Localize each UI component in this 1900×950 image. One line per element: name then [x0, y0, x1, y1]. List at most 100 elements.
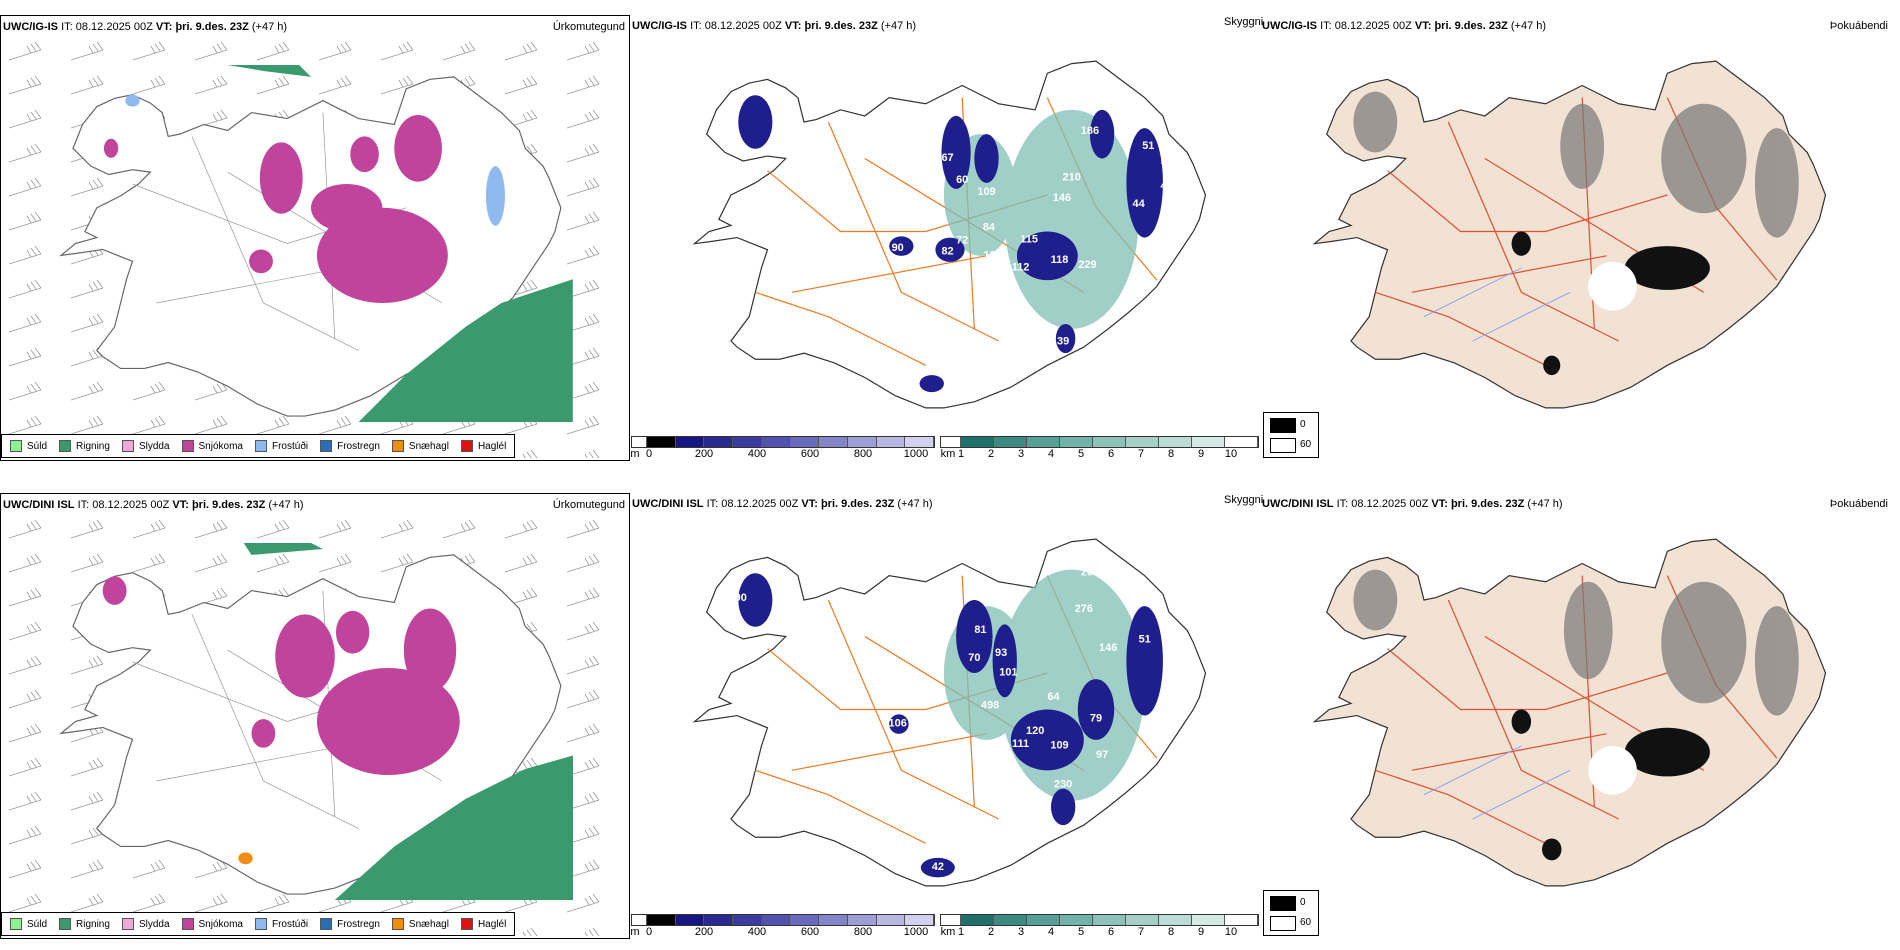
unit-label: m: [630, 926, 640, 938]
panel-header: UWC/DINI ISL IT: 08.12.2025 00Z VT: þri.…: [3, 499, 304, 511]
vt-label: VT:: [172, 499, 189, 511]
panel-title-visibility: Skyggni: [1224, 494, 1264, 506]
tick: 1: [957, 448, 965, 460]
visibility-colorbar-km: [940, 436, 1259, 448]
visibility-value: 498: [981, 699, 999, 711]
it-value: 08.12.2025 00Z: [92, 499, 170, 511]
tick: 8: [1167, 448, 1175, 460]
visibility-value: 48: [1160, 180, 1172, 192]
tick: 1: [957, 926, 965, 938]
visibility-value: 112: [1012, 261, 1030, 273]
panel-header: UWC/IG-IS IT: 08.12.2025 00Z VT: þri. 9.…: [1262, 20, 1546, 32]
tick: 600: [800, 448, 820, 460]
visibility-value: 70: [968, 652, 980, 664]
precip-type-map[interactable]: [1, 516, 629, 936]
it-value: 08.12.2025 00Z: [721, 498, 799, 510]
legend-label: Slydda: [138, 918, 170, 930]
tick: 4: [1047, 926, 1055, 938]
snow-area: [103, 114, 448, 303]
legend-label: Rigning: [76, 440, 110, 452]
fog-legend-high: 60: [1300, 917, 1312, 928]
visibility-value: 63: [1160, 618, 1172, 630]
visibility-value: 79: [1090, 713, 1102, 725]
visibility-value: 106: [889, 718, 907, 730]
it-label: IT:: [706, 498, 719, 510]
tick: 7: [1137, 926, 1145, 938]
visibility-value: 101: [999, 666, 1017, 678]
visibility-value: 51: [1139, 634, 1151, 646]
tick: 5: [1077, 448, 1085, 460]
legend-item-frostregn: Frostregn: [320, 440, 380, 452]
vt-value: þri. 9.des. 23Z: [1450, 498, 1525, 510]
lead-time: (+47 h): [1510, 20, 1547, 32]
legend-label: Frostregn: [337, 918, 380, 930]
legend-label: Frostúði: [271, 918, 309, 930]
fog-legend-low: 0: [1300, 897, 1306, 908]
visibility-map[interactable]: 67 90 82 115 112 229 39 51 186 84 22 72 …: [670, 40, 1230, 420]
it-value: 08.12.2025 00Z: [1334, 20, 1412, 32]
visibility-value: 186: [1081, 125, 1099, 137]
precip-type-map-panel: UWC/DINI ISL IT: 08.12.2025 00Z VT: þri.…: [0, 493, 630, 939]
dense-fog-area: [1511, 709, 1710, 861]
visibility-colorbar-km: [940, 914, 1259, 926]
legend-label: Súld: [27, 918, 48, 930]
precip-type-map[interactable]: [1, 38, 629, 458]
legend-item-slydda: Slydda: [121, 440, 170, 452]
tick: 5: [1077, 926, 1085, 938]
lead-time: (+47 h): [897, 498, 933, 510]
panel-title-fog: Þokuábendi: [1829, 498, 1888, 510]
panel-title-visibility: Skyggni: [1224, 16, 1264, 28]
visibility-value: 64: [1047, 691, 1060, 703]
vt-value: þri. 9.des. 23Z: [175, 21, 249, 33]
visibility-colorbar-m: [631, 436, 935, 448]
dense-fog-area: [1511, 231, 1710, 376]
tick: 6: [1107, 448, 1115, 460]
it-label: IT:: [61, 21, 73, 33]
it-label: IT:: [1320, 20, 1332, 32]
lead-time: (+47 h): [880, 20, 917, 32]
legend-label: Snæhagl: [408, 918, 449, 930]
panel-header: UWC/DINI ISL IT: 08.12.2025 00Z VT: þri.…: [632, 498, 933, 510]
tick: 6: [1107, 926, 1115, 938]
legend-item-slydda: Slydda: [121, 918, 170, 930]
legend-item-rigning: Rigning: [59, 918, 110, 930]
vt-value: þri. 9.des. 23Z: [191, 499, 266, 511]
visibility-value: 229: [1078, 259, 1096, 271]
visibility-map[interactable]: 42 81 498 111 230 106 90 64 70 93 101 12…: [670, 518, 1230, 898]
visibility-labels: 42 81 498 111 230 106 90 64 70 93 101 12…: [735, 567, 1173, 873]
tick: 2: [987, 448, 995, 460]
it-value: 08.12.2025 00Z: [704, 20, 782, 32]
visibility-value: 55: [1160, 156, 1172, 168]
precip-type-legend: Súld Rigning Slydda Snjókoma Frostúði Fr…: [1, 912, 516, 936]
low-visibility-area: [738, 95, 1163, 393]
tick: 400: [747, 448, 767, 460]
tick: 3: [1017, 448, 1025, 460]
panel-header: UWC/DINI ISL IT: 08.12.2025 00Z VT: þri.…: [1262, 498, 1563, 510]
panel-title-precip: Úrkomutegund: [552, 21, 625, 33]
vt-value: þri. 9.des. 23Z: [1434, 20, 1508, 32]
model-name: UWC/DINI ISL: [3, 499, 75, 511]
visibility-value: 67: [941, 152, 953, 164]
visibility-value: 111: [1012, 738, 1029, 750]
fog-legend: 0 60: [1263, 890, 1319, 936]
model-name: UWC/IG-IS: [3, 21, 58, 33]
fog-indicator-map[interactable]: [1290, 40, 1850, 420]
lead-time: (+47 h): [251, 21, 288, 33]
model-name: UWC/IG-IS: [632, 20, 687, 32]
snow-area: [102, 576, 460, 776]
visibility-value: 120: [1026, 725, 1044, 737]
legend-item-frostregn: Frostregn: [320, 918, 380, 930]
fog-indicator-map[interactable]: [1290, 518, 1850, 898]
vt-value: þri. 9.des. 23Z: [804, 20, 878, 32]
visibility-value: 81: [974, 624, 986, 636]
visibility-value: 230: [1054, 778, 1072, 790]
tick: 200: [694, 926, 714, 938]
visibility-value: 39: [1057, 336, 1069, 348]
legend-item-rigning: Rigning: [59, 440, 110, 452]
unit-label: m: [630, 448, 640, 460]
visibility-value: 93: [995, 647, 1007, 659]
tick: 10: [1224, 448, 1238, 460]
it-label: IT:: [77, 499, 90, 511]
precip-type-map-panel: UWC/IG-IS IT: 08.12.2025 00Z VT: þri. 9.…: [0, 15, 630, 461]
panel-header: UWC/IG-IS IT: 08.12.2025 00Z VT: þri. 9.…: [632, 20, 916, 32]
